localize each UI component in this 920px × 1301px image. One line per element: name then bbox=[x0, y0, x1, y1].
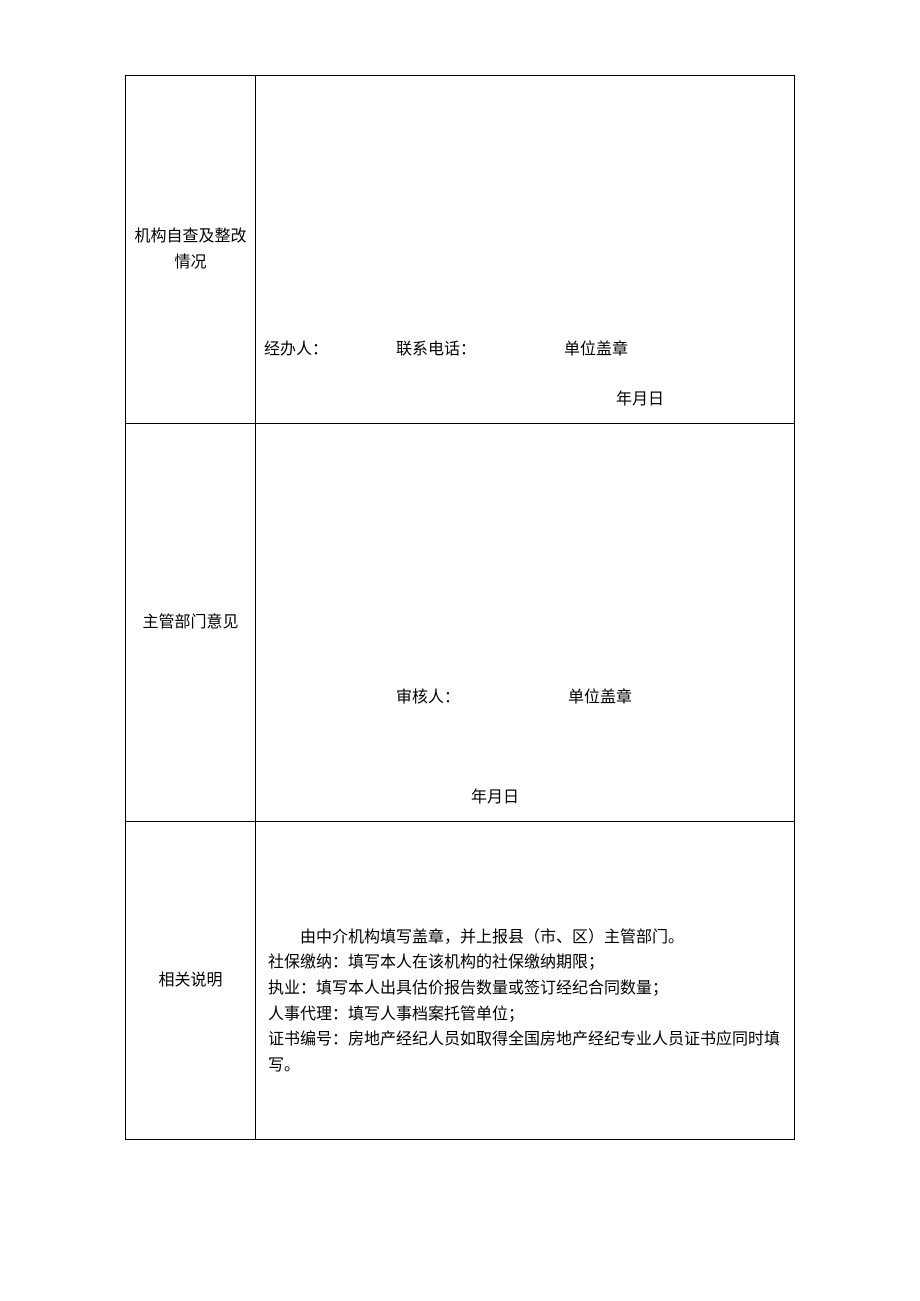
row2-date-label: 年月日 bbox=[471, 789, 519, 806]
row3-label-cell: 相关说明 bbox=[126, 822, 256, 1140]
notes-line3: 执业：填写本人出具估价报告数量或签订经纪合同数量； bbox=[268, 976, 782, 1002]
row2-date-line: 年月日 bbox=[471, 785, 519, 811]
phone-label: 联系电话： bbox=[396, 341, 476, 358]
row3-label: 相关说明 bbox=[158, 972, 222, 989]
row1-label: 机构自查及整改情况 bbox=[134, 228, 246, 271]
reviewer-label: 审核人： bbox=[396, 689, 460, 706]
row-notes: 相关说明 由中介机构填写盖章，并上报县（市、区）主管部门。 社保缴纳：填写本人在… bbox=[126, 822, 795, 1140]
row1-content-cell: 经办人： 联系电话： 单位盖章 年月日 bbox=[256, 76, 795, 424]
row1-signature-line: 经办人： 联系电话： 单位盖章 bbox=[264, 337, 628, 363]
notes-line2: 社保缴纳：填写本人在该机构的社保缴纳期限； bbox=[268, 950, 782, 976]
row2-label: 主管部门意见 bbox=[142, 614, 238, 631]
row2-content-cell: 审核人： 单位盖章 年月日 bbox=[256, 424, 795, 822]
notes-line5: 证书编号：房地产经纪人员如取得全国房地产经纪专业人员证书应同时填写。 bbox=[268, 1027, 782, 1078]
row1-label-cell: 机构自查及整改情况 bbox=[126, 76, 256, 424]
row2-label-cell: 主管部门意见 bbox=[126, 424, 256, 822]
row1-seal-label: 单位盖章 bbox=[564, 341, 628, 358]
row2-seal-label: 单位盖章 bbox=[568, 689, 632, 706]
notes-line4: 人事代理：填写人事档案托管单位； bbox=[268, 1002, 782, 1028]
notes-block: 由中介机构填写盖章，并上报县（市、区）主管部门。 社保缴纳：填写本人在该机构的社… bbox=[264, 925, 786, 1079]
row1-date-label: 年月日 bbox=[616, 391, 664, 408]
notes-line1: 由中介机构填写盖章，并上报县（市、区）主管部门。 bbox=[268, 925, 782, 951]
row3-content-cell: 由中介机构填写盖章，并上报县（市、区）主管部门。 社保缴纳：填写本人在该机构的社… bbox=[256, 822, 795, 1140]
row2-signature-line: 审核人： 单位盖章 bbox=[396, 685, 632, 711]
form-table: 机构自查及整改情况 经办人： 联系电话： 单位盖章 年月日 主管部门意见 审核人… bbox=[125, 75, 795, 1140]
row-supervisor-opinion: 主管部门意见 审核人： 单位盖章 年月日 bbox=[126, 424, 795, 822]
row-self-inspection: 机构自查及整改情况 经办人： 联系电话： 单位盖章 年月日 bbox=[126, 76, 795, 424]
row1-date-line: 年月日 bbox=[616, 387, 664, 413]
handler-label: 经办人： bbox=[264, 341, 328, 358]
